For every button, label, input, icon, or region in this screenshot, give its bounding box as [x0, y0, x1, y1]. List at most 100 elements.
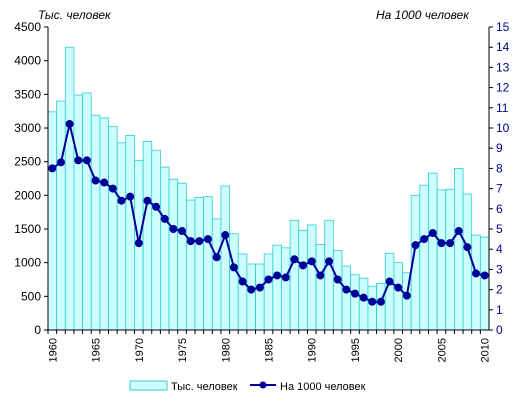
y-right-tick-label: 8: [496, 161, 503, 175]
bar: [203, 196, 213, 331]
data-point: [212, 253, 221, 262]
bar: [255, 263, 265, 331]
bar: [454, 167, 464, 331]
y-right-tick-label: 12: [496, 81, 510, 95]
data-point: [143, 196, 152, 205]
data-point: [178, 227, 187, 236]
y-left-tick-label: 4500: [14, 20, 41, 34]
bar-series: [47, 46, 490, 331]
left-unit-label: Тыс. человек: [38, 8, 112, 22]
y-left-tick-label: 1000: [14, 256, 41, 270]
x-tick-label: 1995: [350, 338, 362, 362]
bar: [298, 229, 308, 331]
y-right-tick-label: 2: [496, 283, 503, 297]
data-point: [342, 285, 351, 294]
data-point: [56, 158, 65, 167]
bar: [142, 141, 153, 331]
data-point: [316, 271, 325, 280]
data-point: [221, 231, 230, 240]
bar: [108, 126, 118, 331]
y-left-tick-label: 1500: [14, 222, 41, 236]
data-point: [411, 241, 420, 250]
axes: 0500100015002000250030003500400045000123…: [14, 20, 509, 362]
bar: [358, 277, 369, 331]
data-point: [169, 225, 178, 233]
y-left-tick-label: 0: [34, 323, 41, 337]
bar: [73, 94, 83, 331]
data-point: [394, 283, 403, 292]
y-right-tick-label: 3: [496, 262, 503, 276]
right-unit-label: На 1000 человек: [376, 8, 470, 22]
bar: [90, 114, 101, 331]
data-point: [74, 156, 83, 165]
x-tick-label: 1980: [220, 338, 232, 362]
bar: [229, 233, 239, 331]
data-point: [152, 202, 161, 211]
bar: [211, 218, 222, 331]
bar: [307, 224, 317, 331]
data-point: [428, 229, 437, 238]
data-point: [376, 297, 385, 306]
data-point: [299, 261, 308, 270]
data-point: [454, 227, 463, 236]
bar: [376, 283, 386, 331]
bar: [160, 166, 170, 331]
y-right-tick-label: 0: [496, 323, 503, 337]
bar: [445, 188, 455, 331]
bar: [479, 236, 490, 331]
x-tick-label: 2005: [436, 338, 448, 362]
data-point: [402, 291, 411, 300]
bar: [341, 265, 352, 331]
data-point: [195, 237, 204, 246]
data-point: [350, 289, 359, 298]
bar: [384, 252, 395, 331]
x-tick-label: 1970: [134, 338, 146, 362]
x-tick-label: 1975: [177, 338, 189, 362]
bar: [462, 193, 473, 331]
data-point: [160, 214, 169, 223]
data-point: [203, 235, 212, 244]
y-right-tick-label: 5: [496, 222, 503, 236]
data-point: [385, 277, 394, 286]
y-left-tick-label: 4000: [14, 54, 41, 68]
bar: [419, 184, 429, 331]
data-point: [100, 178, 109, 187]
bar: [289, 219, 300, 331]
legend-label-line: На 1000 человек: [280, 381, 366, 393]
data-point: [446, 239, 455, 248]
bar: [272, 244, 282, 331]
bar: [263, 253, 274, 331]
data-point: [247, 285, 256, 294]
bar: [64, 46, 75, 331]
data-point: [65, 119, 74, 128]
y-left-tick-label: 3500: [14, 87, 41, 101]
bar: [177, 182, 187, 331]
y-right-tick-label: 4: [496, 242, 503, 256]
data-point: [134, 239, 143, 248]
data-point: [325, 257, 334, 266]
x-tick-label: 2000: [393, 338, 405, 362]
data-point: [273, 271, 282, 280]
bar: [116, 142, 127, 331]
bar: [428, 172, 438, 331]
data-point: [368, 297, 377, 306]
bar: [99, 117, 109, 331]
bar: [151, 149, 161, 331]
y-right-tick-label: 11: [496, 101, 509, 115]
y-right-tick-label: 15: [496, 20, 510, 34]
data-point: [472, 269, 481, 278]
data-point: [108, 184, 117, 193]
y-right-tick-label: 7: [496, 182, 503, 196]
x-tick-label: 1985: [264, 338, 276, 362]
y-right-tick-label: 13: [496, 60, 510, 74]
legend-swatch-bar: [129, 380, 168, 391]
bar: [436, 189, 447, 331]
data-point: [91, 176, 100, 185]
bar: [185, 199, 196, 331]
bar: [281, 247, 291, 331]
y-right-tick-label: 9: [496, 141, 503, 155]
bar: [237, 253, 248, 331]
data-point: [264, 275, 273, 284]
y-right-tick-label: 6: [496, 202, 503, 216]
